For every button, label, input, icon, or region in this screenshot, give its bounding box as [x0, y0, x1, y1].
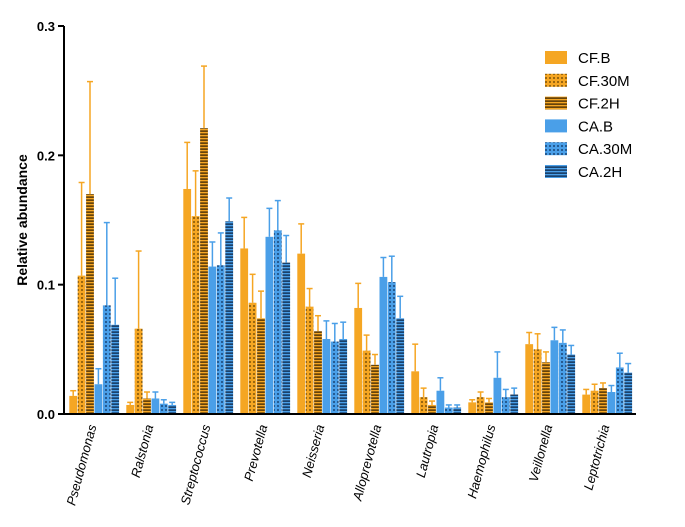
- bar-CA.30M-Pseudomonas: [102, 305, 111, 414]
- bar-CF.30M-Haemophilus: [476, 397, 485, 414]
- legend-swatch-CA.B: [545, 119, 567, 133]
- bar-CA.B-Neisseria: [322, 338, 331, 414]
- x-category-label: Prevotella: [241, 423, 270, 483]
- bar-CF.2H-Leptotrichia: [599, 388, 607, 414]
- x-category-label: Pseudomonas: [63, 422, 99, 507]
- legend-swatch-CA.2H: [545, 165, 567, 178]
- legend-label-CF.2H: CF.2H: [578, 96, 620, 113]
- bar-CA.B-Haemophilus: [493, 377, 502, 414]
- x-category-label: Lautropia: [413, 423, 442, 479]
- bar-CA.2H-Lautropia: [453, 407, 462, 414]
- bar-CF.2H-Streptococcus: [200, 128, 208, 415]
- y-tick-label: 0.1: [37, 278, 55, 293]
- bar-CA.B-Veillonella: [550, 340, 559, 414]
- legend-label-CA.30M: CA.30M: [578, 141, 632, 158]
- bar-CA.30M-Ralstonia: [159, 403, 168, 414]
- legend-label-CF.B: CF.B: [578, 50, 611, 67]
- x-category-labels: Pseudomonas Ralstonia Streptococcus Prevote…: [63, 422, 612, 507]
- legend-swatch-CF.2H: [545, 96, 567, 110]
- bar-CA.30M-Prevotella: [273, 230, 282, 414]
- bar-CA.2H-Prevotella: [282, 262, 291, 414]
- bar-CA.B-Alloprevotella: [379, 276, 388, 414]
- y-tick-label: 0.3: [37, 19, 55, 34]
- legend-swatch-CF.30M: [545, 73, 567, 87]
- bar-CA.2H-Alloprevotella: [396, 318, 405, 414]
- bar-CA.2H-Streptococcus: [225, 221, 234, 414]
- bar-CA.B-Leptotrichia: [607, 392, 616, 414]
- bar-CF.B-Leptotrichia: [582, 394, 591, 414]
- bar-CA.30M-Haemophilus: [501, 397, 510, 414]
- bar-CF.B-Streptococcus: [183, 188, 192, 414]
- bar-CA.2H-Ralstonia: [168, 404, 177, 414]
- y-tick-label: 0.0: [37, 407, 55, 422]
- bar-CA.30M-Leptotrichia: [615, 367, 624, 414]
- bar-CF.B-Alloprevotella: [354, 307, 363, 414]
- bar-CA.B-Prevotella: [265, 236, 274, 414]
- bar-CA.B-Ralstonia: [151, 398, 160, 414]
- bar-CF.2H-Haemophilus: [485, 402, 493, 414]
- bar-CF.B-Veillonella: [525, 344, 534, 414]
- bar-CA.2H-Haemophilus: [510, 394, 519, 414]
- bar-CF.30M-Veillonella: [533, 349, 542, 414]
- bar-CF.2H-Veillonella: [542, 362, 550, 414]
- bar-CF.30M-Neisseria: [305, 306, 314, 414]
- bar-CA.2H-Pseudomonas: [111, 324, 120, 414]
- x-category-label: Haemophilus: [464, 422, 498, 500]
- bar-CF.30M-Pseudomonas: [77, 275, 86, 414]
- legend: CF.B CF.30M CF.2H CA.B CA.30M CA.2H: [545, 50, 632, 181]
- bar-CF.30M-Streptococcus: [191, 216, 200, 414]
- bar-CF.2H-Pseudomonas: [86, 194, 94, 414]
- x-category-label: Veillonella: [526, 423, 556, 484]
- bar-CF.30M-Leptotrichia: [590, 390, 599, 414]
- bar-CF.B-Lautropia: [411, 371, 420, 414]
- bar-CA.B-Lautropia: [436, 390, 445, 414]
- legend-label-CA.B: CA.B: [578, 118, 613, 135]
- legend-label-CA.2H: CA.2H: [578, 164, 622, 181]
- legend-label-CF.30M: CF.30M: [578, 73, 630, 90]
- bar-CF.2H-Lautropia: [428, 404, 436, 414]
- bar-CA.B-Streptococcus: [208, 266, 217, 414]
- bar-CF.30M-Alloprevotella: [362, 350, 371, 414]
- bars-layer: [69, 65, 633, 415]
- bar-CF.B-Haemophilus: [468, 402, 477, 414]
- bar-CA.30M-Neisseria: [330, 341, 339, 414]
- bar-CA.2H-Leptotrichia: [624, 372, 633, 414]
- bar-CA.30M-Veillonella: [558, 342, 567, 414]
- bar-CF.B-Prevotella: [240, 248, 249, 414]
- bar-CF.2H-Prevotella: [257, 318, 265, 414]
- bar-CA.2H-Neisseria: [339, 338, 348, 414]
- y-ticks: 0.0 0.1 0.2 0.3: [37, 19, 64, 422]
- bar-CF.2H-Neisseria: [314, 331, 322, 414]
- bar-CA.B-Pseudomonas: [94, 384, 103, 414]
- x-category-label: Ralstonia: [128, 423, 157, 479]
- x-category-label: Leptotrichia: [581, 423, 613, 492]
- y-tick-label: 0.2: [37, 148, 55, 163]
- bar-CA.2H-Veillonella: [567, 354, 576, 414]
- bar-CF.B-Pseudomonas: [69, 395, 78, 414]
- bar-CF.B-Ralstonia: [126, 404, 135, 414]
- bar-CA.30M-Streptococcus: [216, 265, 225, 414]
- bar-CF.30M-Ralstonia: [134, 328, 143, 414]
- bar-CF.30M-Lautropia: [419, 397, 428, 414]
- bar-CF.2H-Alloprevotella: [371, 364, 379, 414]
- bar-CA.30M-Alloprevotella: [387, 282, 396, 414]
- bar-CF.B-Neisseria: [297, 253, 306, 414]
- x-category-label: Alloprevotella: [349, 423, 384, 503]
- bar-CA.30M-Lautropia: [444, 407, 453, 414]
- x-category-label: Neisseria: [299, 423, 328, 479]
- bar-CF.30M-Prevotella: [248, 302, 257, 414]
- bar-CF.2H-Ralstonia: [143, 398, 151, 414]
- legend-swatch-CA.30M: [545, 142, 567, 156]
- x-category-label: Streptococcus: [178, 422, 214, 506]
- y-axis-label: Relative abundance: [14, 154, 30, 286]
- legend-swatch-CF.B: [545, 51, 567, 64]
